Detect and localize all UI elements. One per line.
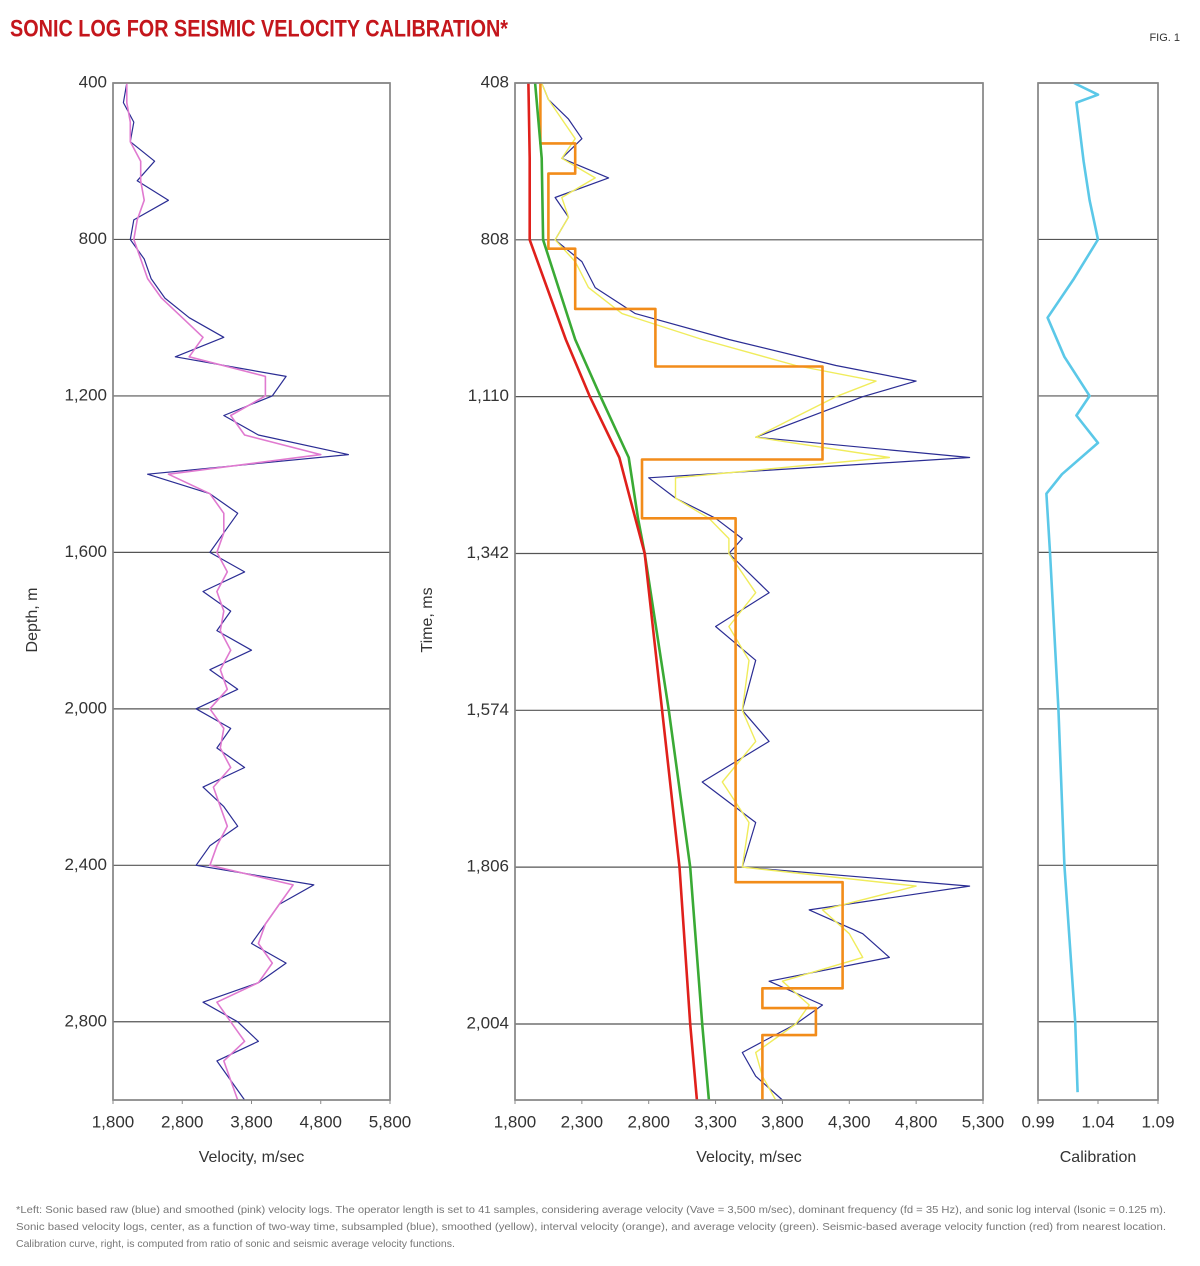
series-line <box>126 83 322 1101</box>
x-tick-label: 2,300 <box>561 1112 604 1131</box>
y-tick-label: 2,400 <box>64 855 107 874</box>
series-line <box>541 82 971 1101</box>
figure-title: SONIC LOG FOR SEISMIC VELOCITY CALIBRATI… <box>10 15 509 42</box>
y-axis-label: Time, ms <box>419 587 436 652</box>
x-tick-label: 1,800 <box>92 1112 135 1131</box>
y-tick-label: 800 <box>79 229 107 248</box>
series-line <box>533 82 711 1101</box>
plot-frame <box>1037 82 1159 1101</box>
y-tick-label: 2,004 <box>466 1013 509 1032</box>
x-tick-label: 5,800 <box>369 1112 412 1131</box>
x-tick-label: 4,800 <box>895 1112 938 1131</box>
y-tick-label: 400 <box>79 72 107 91</box>
y-axis-label: Depth, m <box>24 588 41 653</box>
y-tick-label: 1,110 <box>468 386 509 405</box>
y-tick-label: 2,000 <box>64 698 107 717</box>
x-tick-label: 1.04 <box>1081 1112 1114 1131</box>
plot-border <box>514 82 984 1101</box>
x-tick-label: 3,800 <box>230 1112 273 1131</box>
figure-label: FIG. 1 <box>1149 32 1180 44</box>
x-tick-label: 4,300 <box>828 1112 871 1131</box>
y-tick-label: 2,800 <box>64 1011 107 1030</box>
x-tick-label: 1,800 <box>494 1112 537 1131</box>
y-tick-label: 1,342 <box>466 543 509 562</box>
series-line <box>122 82 349 1101</box>
x-tick-label: 3,800 <box>761 1112 804 1131</box>
x-tick-label: 5,300 <box>962 1112 1005 1131</box>
x-tick-label: 3,300 <box>694 1112 737 1131</box>
y-tick-label: 1,574 <box>466 700 509 719</box>
x-tick-label: 0.99 <box>1021 1112 1054 1131</box>
plot-frame <box>514 82 984 1101</box>
y-tick-label: 1,806 <box>466 857 509 876</box>
y-tick-label: 1,600 <box>64 542 107 561</box>
x-axis-label: Velocity, m/sec <box>696 1149 802 1166</box>
footnote: Calibration curve, right, is computed fr… <box>16 1238 455 1250</box>
x-axis-label: Velocity, m/sec <box>199 1149 305 1166</box>
x-tick-label: 4,800 <box>299 1112 342 1131</box>
series-line <box>527 82 699 1101</box>
x-tick-label: 2,800 <box>627 1112 670 1131</box>
x-axis-label: Calibration <box>1060 1149 1136 1166</box>
y-tick-label: 1,200 <box>64 385 107 404</box>
x-tick-label: 1.09 <box>1141 1112 1174 1131</box>
series-line <box>1045 81 1100 1093</box>
footnote: Sonic based velocity logs, center, as a … <box>16 1221 1166 1233</box>
series-line <box>541 82 917 1101</box>
plot-border <box>112 82 391 1101</box>
plot-frame <box>112 82 391 1101</box>
x-tick-label: 2,800 <box>161 1112 204 1131</box>
y-tick-label: 408 <box>481 72 509 91</box>
y-tick-label: 808 <box>481 229 509 248</box>
plot-border <box>1037 82 1159 1101</box>
footnote: *Left: Sonic based raw (blue) and smooth… <box>16 1204 1166 1216</box>
series-line <box>539 83 844 1100</box>
